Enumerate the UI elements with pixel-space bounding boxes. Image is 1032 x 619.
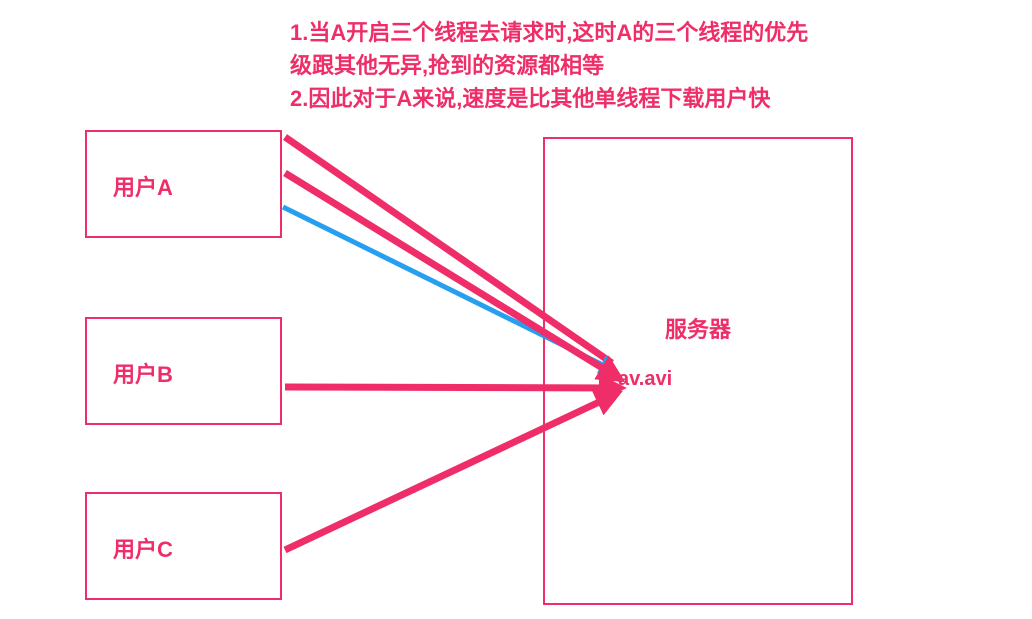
file-label: av.avi	[618, 368, 672, 391]
annotation-text: 1.当A开启三个线程去请求时,这时A的三个线程的优先 级跟其他无异,抢到的资源都…	[290, 16, 808, 115]
user-a-label: 用户A	[113, 170, 173, 202]
user-c-label: 用户C	[113, 532, 173, 564]
server-label: 服务器	[665, 312, 731, 344]
annotation-line1: 1.当A开启三个线程去请求时,这时A的三个线程的优先	[290, 16, 808, 49]
user-b-label: 用户B	[113, 357, 173, 389]
annotation-line2: 级跟其他无异,抢到的资源都相等	[290, 49, 808, 82]
annotation-line3: 2.因此对于A来说,速度是比其他单线程下载用户快	[290, 82, 808, 115]
server-box	[543, 137, 853, 605]
